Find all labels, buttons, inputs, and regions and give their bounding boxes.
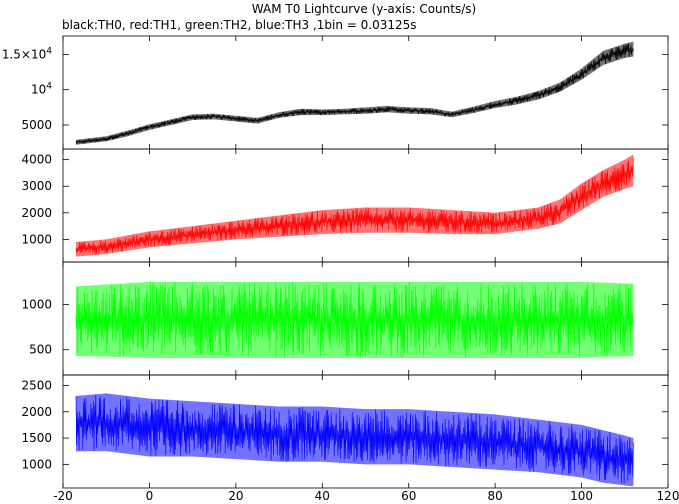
y-tick-label: 2000 (21, 206, 52, 220)
th3-frame (62, 374, 669, 489)
y-tick-label: 5000 (21, 118, 52, 132)
y-tick-label: 1.5×104 (2, 46, 52, 61)
x-tick-label: 60 (401, 489, 416, 503)
y-tick-label: 1500 (21, 431, 52, 445)
x-tick-label: -20 (53, 489, 73, 503)
x-axis: -20 0 20 40 60 80 100 120 (53, 489, 679, 503)
th2-series-band (75, 281, 634, 358)
chart-title: WAM T0 Lightcurve (y-axis: Counts/s) (252, 2, 476, 16)
y-tick-label: 1000 (21, 297, 52, 311)
th0-series-band (75, 41, 634, 145)
th1-series-band (75, 154, 634, 257)
y-tick-label: 1000 (21, 457, 52, 471)
th0-panel: 5000 104 1.5×104 (2, 35, 669, 150)
th3-series-band (75, 393, 634, 487)
th2-panel: 500 1000 (21, 261, 669, 376)
x-tick-label: 40 (315, 489, 330, 503)
y-tick-label: 3000 (21, 179, 52, 193)
th3-panel: 1000 1500 2000 2500 (21, 374, 669, 489)
x-tick-label: 20 (228, 489, 243, 503)
panels: 50001041.5×10410002000300040005001000100… (2, 35, 669, 489)
th1-panel: 1000 2000 3000 4000 (21, 148, 669, 263)
chart-subtitle: black:TH0, red:TH1, green:TH2, blue:TH3 … (62, 18, 417, 32)
y-tick-label: 104 (31, 82, 52, 97)
th0-frame (62, 35, 669, 150)
y-tick-label: 2000 (21, 405, 52, 419)
x-tick-label: 100 (570, 489, 593, 503)
x-tick-label: 0 (146, 489, 154, 503)
y-tick-label: 500 (29, 343, 52, 357)
x-tick-label: 80 (488, 489, 503, 503)
x-tick-label: 120 (657, 489, 679, 503)
y-tick-label: 4000 (21, 153, 52, 167)
y-tick-label: 2500 (21, 379, 52, 393)
y-tick-label: 1000 (21, 232, 52, 246)
